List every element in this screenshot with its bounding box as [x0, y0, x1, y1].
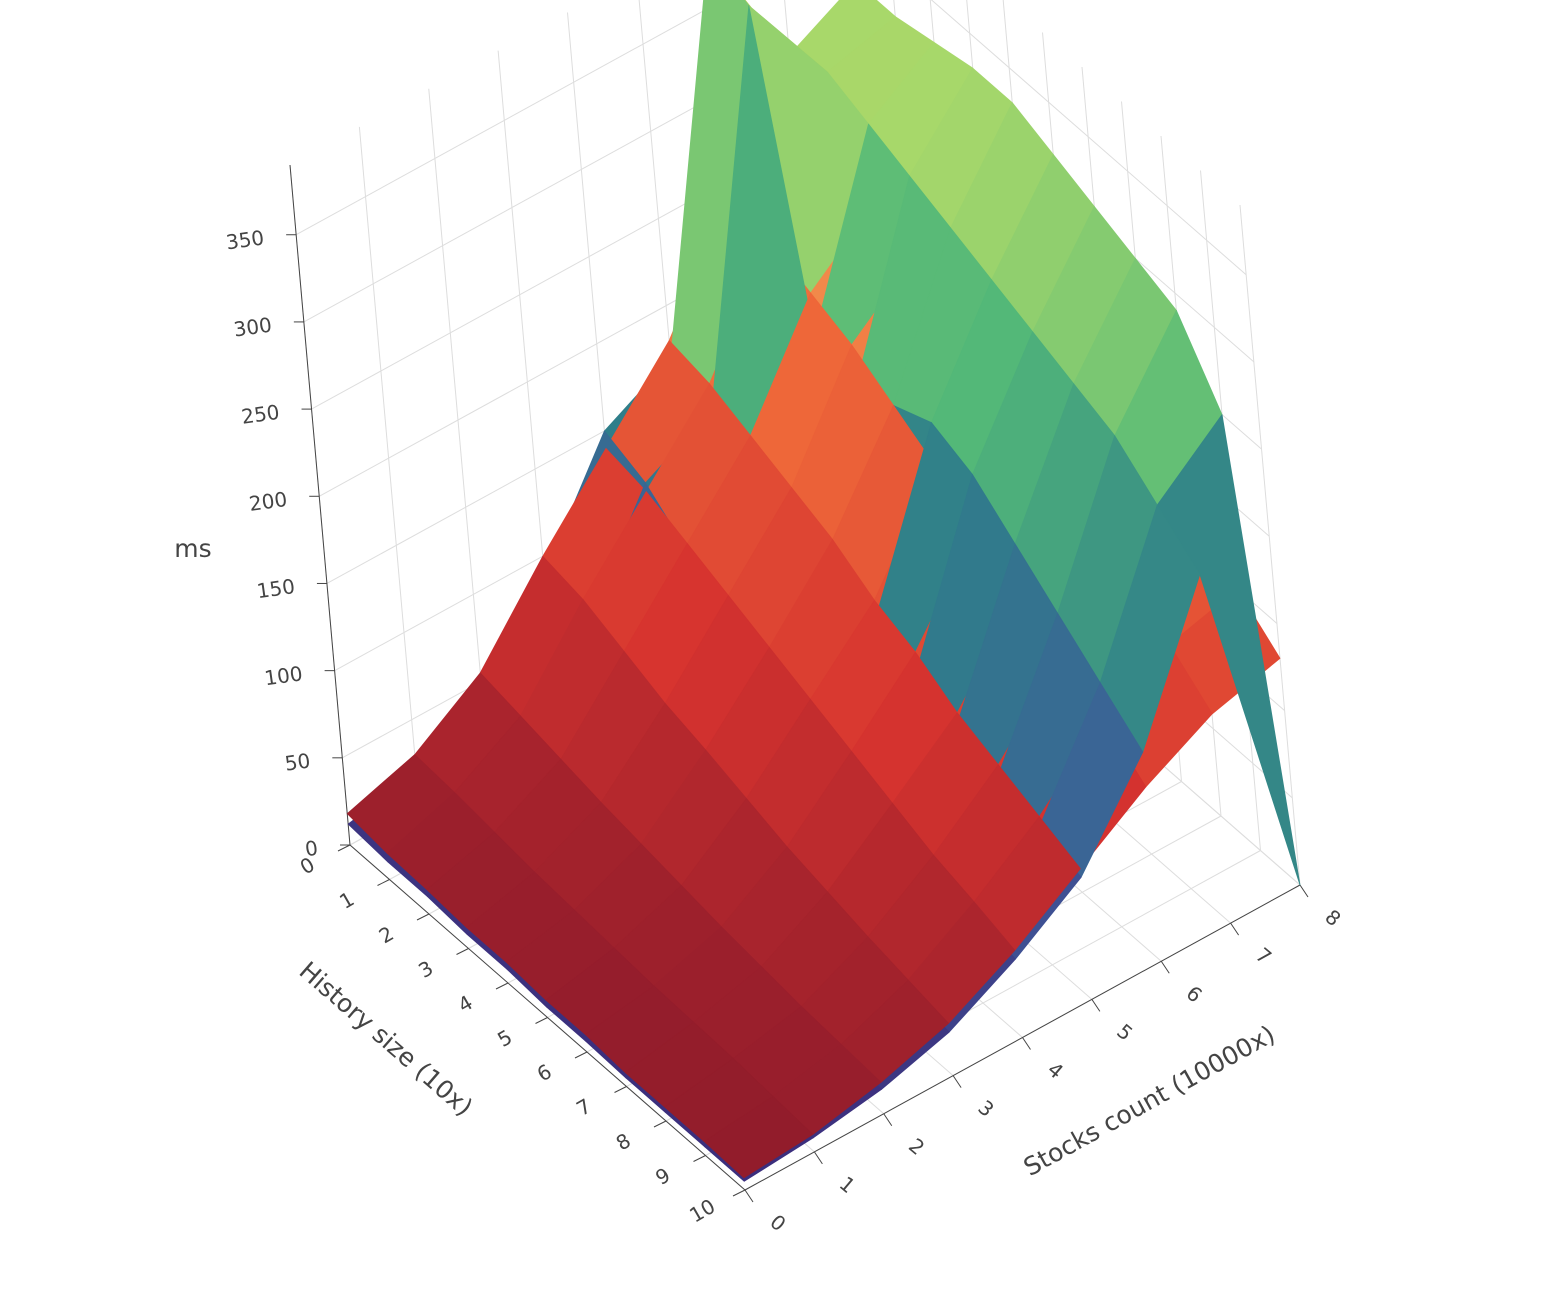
y-tick	[1091, 999, 1101, 1012]
x-tick	[456, 948, 469, 955]
y-grid-line	[428, 88, 490, 769]
x-tick	[495, 982, 509, 990]
x-grid-line	[1239, 204, 1301, 886]
z-tick-label: 250	[240, 400, 281, 429]
x-tick-label: 1	[335, 887, 358, 914]
z-tick-label: 200	[248, 487, 289, 516]
x-tick	[574, 1051, 588, 1059]
y-tick-label: 2	[904, 1133, 929, 1160]
surfaces	[346, 0, 1301, 1182]
y-tick	[744, 1189, 754, 1203]
y-tick-label: 0	[765, 1210, 790, 1237]
z-axis-line	[289, 164, 351, 846]
y-tick	[813, 1151, 823, 1165]
x-tick-label: 5	[493, 1025, 516, 1052]
x-tick-label: 3	[414, 956, 437, 983]
surface-patch	[703, 1096, 814, 1179]
y-tick-label: 3	[973, 1095, 998, 1122]
y-tick-label: 7	[1251, 943, 1276, 970]
x-tick	[653, 1120, 667, 1128]
y-tick	[1160, 960, 1170, 974]
x-tick-label: 4	[454, 990, 477, 1017]
y-tick-label: 5	[1112, 1019, 1137, 1046]
y-tick	[883, 1113, 893, 1127]
x-axis-title: History size (10x)	[294, 956, 479, 1122]
y-tick	[1230, 922, 1240, 936]
x-tick	[337, 844, 351, 852]
z-tick-label: 150	[255, 574, 296, 603]
x-tick	[377, 879, 390, 886]
y-tick-label: 6	[1182, 981, 1207, 1008]
x-tick-label: 2	[375, 921, 398, 948]
y-axis-title: Stocks count (10000x)	[1019, 1020, 1280, 1182]
x-tick-label: 6	[533, 1059, 556, 1086]
x-tick	[614, 1086, 627, 1093]
x-tick	[732, 1189, 746, 1197]
z-tick-label: 50	[283, 748, 312, 775]
y-grid-line	[358, 126, 420, 807]
y-tick-label: 8	[1320, 905, 1345, 932]
y-tick	[952, 1075, 962, 1088]
x-tick	[416, 913, 430, 921]
x-tick-label: 9	[651, 1163, 674, 1190]
x-tick	[535, 1017, 548, 1024]
z-tick-label: 100	[263, 661, 304, 690]
x-tick-label: 10	[685, 1194, 719, 1228]
x-tick-label: 8	[612, 1128, 635, 1155]
z-tick-label: 300	[232, 313, 273, 342]
z-tick-label: 350	[224, 225, 265, 254]
x-tick-label: 7	[572, 1094, 595, 1121]
x-tick	[693, 1155, 706, 1162]
y-tick-label: 4	[1043, 1057, 1068, 1084]
y-tick	[1022, 1037, 1031, 1050]
z-tick-label: 0	[304, 836, 320, 862]
z-axis-title: ms	[174, 534, 211, 563]
y-tick-label: 1	[835, 1171, 860, 1198]
y-tick	[1299, 884, 1309, 898]
